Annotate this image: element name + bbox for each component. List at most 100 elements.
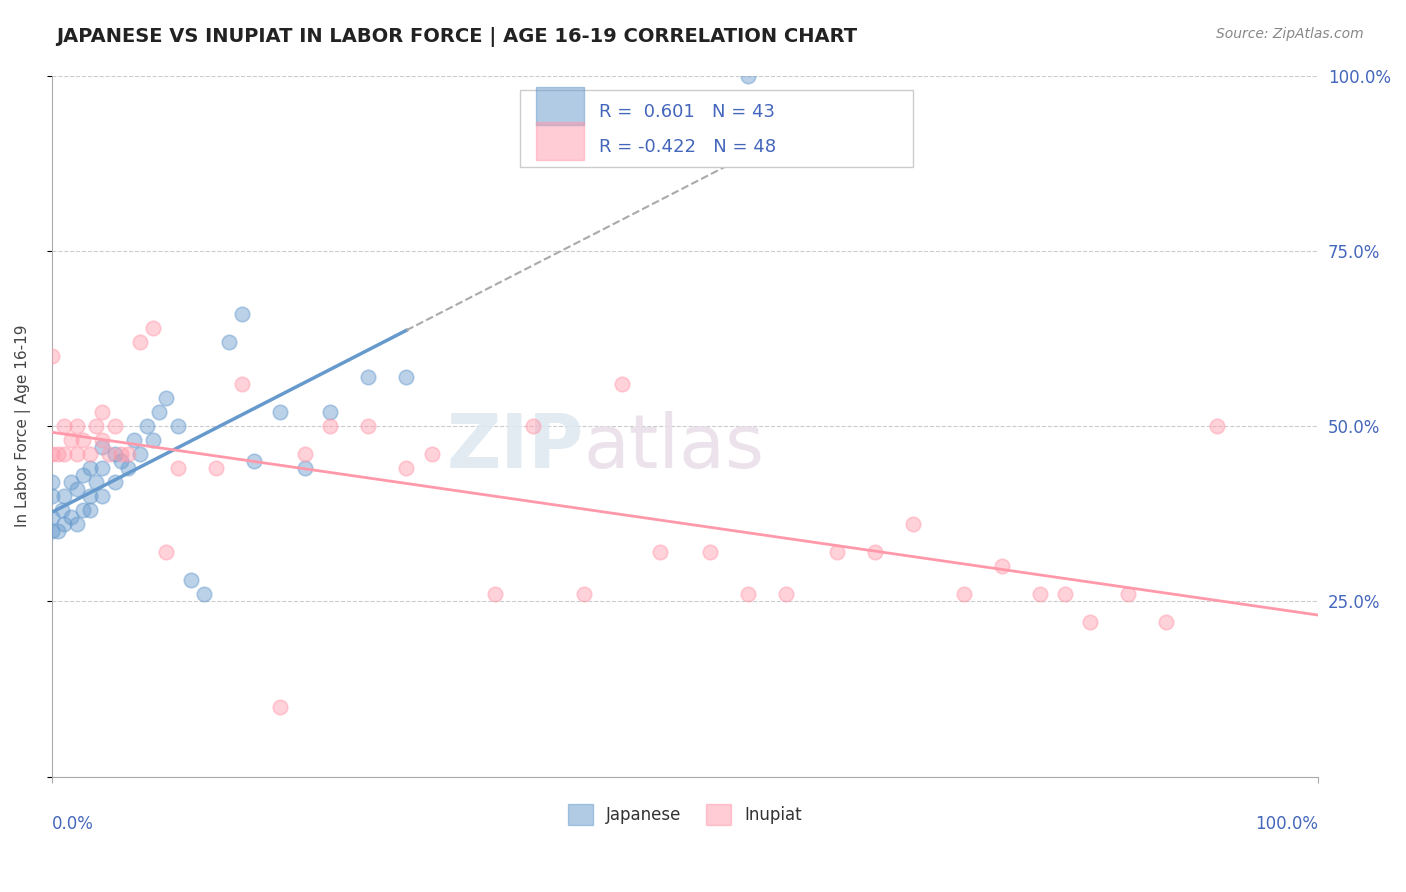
Point <box>825 545 848 559</box>
Point <box>155 391 177 405</box>
Point <box>319 419 342 434</box>
Point <box>357 370 380 384</box>
Point <box>117 447 139 461</box>
Point <box>699 545 721 559</box>
FancyBboxPatch shape <box>536 87 583 125</box>
Point <box>104 419 127 434</box>
Point <box>648 545 671 559</box>
Point <box>59 433 82 447</box>
Text: R = -0.422   N = 48: R = -0.422 N = 48 <box>599 138 776 156</box>
Point <box>167 461 190 475</box>
Point <box>72 503 94 517</box>
Text: JAPANESE VS INUPIAT IN LABOR FORCE | AGE 16-19 CORRELATION CHART: JAPANESE VS INUPIAT IN LABOR FORCE | AGE… <box>56 27 858 46</box>
FancyBboxPatch shape <box>520 89 912 167</box>
Point <box>41 475 63 490</box>
Point <box>1206 419 1229 434</box>
Point <box>952 587 974 601</box>
Point <box>167 419 190 434</box>
Point <box>484 587 506 601</box>
Point <box>231 376 253 391</box>
Point <box>737 69 759 83</box>
Point <box>357 419 380 434</box>
Y-axis label: In Labor Force | Age 16-19: In Labor Force | Age 16-19 <box>15 325 31 527</box>
Text: atlas: atlas <box>583 410 765 483</box>
Point <box>97 447 120 461</box>
Point <box>1078 615 1101 630</box>
Point <box>53 517 76 532</box>
Point <box>66 447 89 461</box>
Point <box>522 419 544 434</box>
Point <box>142 433 165 447</box>
Point <box>72 468 94 483</box>
Point <box>1028 587 1050 601</box>
Point <box>142 321 165 335</box>
Point <box>84 475 107 490</box>
Point <box>91 440 114 454</box>
Point <box>129 447 152 461</box>
Point <box>269 699 291 714</box>
Point <box>205 461 228 475</box>
Point <box>53 489 76 503</box>
Point <box>775 587 797 601</box>
Point <box>148 405 170 419</box>
Point <box>91 433 114 447</box>
Point <box>155 545 177 559</box>
Point <box>104 447 127 461</box>
Point <box>294 461 316 475</box>
Point <box>79 461 101 475</box>
Point <box>863 545 886 559</box>
Point <box>51 503 73 517</box>
Point <box>1156 615 1178 630</box>
Point <box>1053 587 1076 601</box>
Point <box>59 475 82 490</box>
Point <box>395 461 418 475</box>
Point <box>91 461 114 475</box>
Point <box>53 419 76 434</box>
FancyBboxPatch shape <box>536 122 583 160</box>
Point <box>66 419 89 434</box>
Point <box>91 405 114 419</box>
Point <box>91 489 114 503</box>
Point <box>990 559 1012 574</box>
Point <box>122 433 145 447</box>
Point <box>193 587 215 601</box>
Point <box>66 517 89 532</box>
Point <box>72 433 94 447</box>
Point <box>41 349 63 363</box>
Point <box>117 461 139 475</box>
Point <box>79 489 101 503</box>
Point <box>610 376 633 391</box>
Point <box>737 587 759 601</box>
Point <box>110 454 132 468</box>
Point <box>129 334 152 349</box>
Point <box>84 419 107 434</box>
Text: 100.0%: 100.0% <box>1256 815 1319 833</box>
Point <box>110 447 132 461</box>
Text: 0.0%: 0.0% <box>52 815 94 833</box>
Point <box>59 510 82 524</box>
Point <box>395 370 418 384</box>
Point <box>218 334 240 349</box>
Text: R =  0.601   N = 43: R = 0.601 N = 43 <box>599 103 775 121</box>
Text: Source: ZipAtlas.com: Source: ZipAtlas.com <box>1216 27 1364 41</box>
Point <box>269 405 291 419</box>
Legend: Japanese, Inupiat: Japanese, Inupiat <box>561 797 808 831</box>
Text: ZIP: ZIP <box>447 410 583 483</box>
Point <box>319 405 342 419</box>
Point <box>41 447 63 461</box>
Point <box>1116 587 1139 601</box>
Point <box>79 447 101 461</box>
Point <box>66 482 89 496</box>
Point <box>135 419 157 434</box>
Point <box>180 574 202 588</box>
Point <box>231 307 253 321</box>
Point <box>294 447 316 461</box>
Point <box>53 447 76 461</box>
Point <box>79 503 101 517</box>
Point <box>46 447 69 461</box>
Point <box>41 489 63 503</box>
Point <box>41 524 63 539</box>
Point <box>104 475 127 490</box>
Point <box>243 454 266 468</box>
Point <box>420 447 443 461</box>
